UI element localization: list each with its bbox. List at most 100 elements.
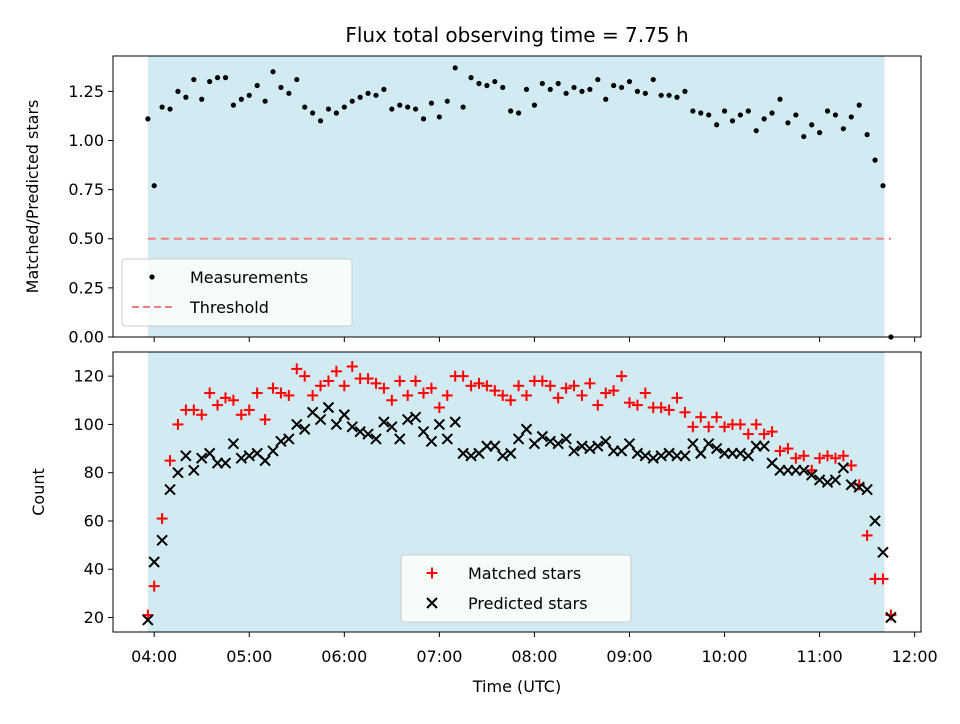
predicted-star-point (227, 438, 240, 450)
matched-star-point (576, 389, 588, 401)
x-tick-label: 04:00 (131, 647, 177, 666)
measurement-point (595, 76, 601, 83)
measurement-point (389, 106, 395, 112)
matched-star-point (758, 428, 770, 440)
measurement-point (341, 104, 347, 110)
predicted-star-point (267, 445, 279, 457)
matched-star-point (505, 394, 517, 406)
matched-star-point (774, 445, 786, 457)
matched-star-point (402, 389, 414, 401)
predicted-star-point (885, 611, 897, 624)
measurement-point (317, 118, 324, 124)
measurement-point (634, 88, 641, 94)
matched-star-point (584, 377, 596, 389)
measurement-point (698, 110, 704, 116)
measurement-point (270, 69, 276, 75)
matched-star-point (592, 399, 604, 411)
predicted-star-point (164, 483, 176, 496)
measurement-point (436, 114, 442, 120)
predicted-star-point (655, 450, 667, 462)
measurement-point (587, 86, 593, 93)
measurement-point (373, 92, 379, 98)
legend-matched-label: Matched stars (468, 564, 581, 583)
matched-star-point (552, 392, 564, 404)
predicted-star-point (647, 452, 659, 464)
matched-star-point (568, 380, 580, 392)
predicted-star-point (639, 450, 652, 462)
matched-star-point (243, 404, 255, 416)
predicted-star-point (433, 418, 446, 431)
matched-star-point (212, 399, 224, 411)
predicted-star-point (449, 416, 461, 428)
measurement-point (690, 108, 696, 114)
measurement-points (145, 65, 894, 340)
matched-star-point (481, 380, 493, 392)
predicted-star-point (710, 442, 723, 455)
legend-matched-marker (426, 567, 438, 579)
matched-star-point (679, 406, 691, 418)
matched-star-point (338, 380, 350, 392)
measurement-point (262, 98, 268, 104)
matched-star-point (560, 382, 572, 394)
measurement-point (175, 88, 181, 94)
predicted-star-point (457, 447, 469, 460)
matched-star-point (837, 450, 849, 462)
matched-star-point (750, 418, 762, 430)
legend-plus-glyph (426, 567, 438, 579)
matched-star-point (346, 360, 358, 372)
predicted-star-point (845, 479, 857, 491)
predicted-star-point (576, 440, 588, 452)
count-panel-frame (112, 351, 922, 633)
matched-star-point (315, 380, 327, 392)
measurement-point (254, 82, 260, 89)
predicted-star-point (243, 450, 255, 462)
ratio-y-ticks: 0.00 0.25 0.50 0.75 1.00 1.25 (68, 82, 113, 347)
measurement-point (777, 96, 783, 102)
measurement-point (167, 106, 173, 112)
measurement-point (848, 114, 854, 120)
matched-star-point (164, 455, 176, 467)
predicted-star-point (560, 433, 572, 445)
matched-star-point (489, 385, 501, 397)
measurement-point (238, 96, 244, 102)
measurement-point (325, 106, 332, 112)
measurement-point (563, 90, 569, 96)
measurement-point (159, 104, 165, 110)
matched-star-point (251, 387, 263, 399)
predicted-star-point (291, 418, 303, 431)
x-tick-label: 06:00 (321, 647, 367, 666)
measurement-point (508, 108, 514, 114)
measurement-point (468, 75, 474, 81)
legend-predicted-label: Predicted stars (468, 594, 588, 613)
measurement-point (626, 78, 633, 85)
measurement-point (199, 96, 205, 102)
y-tick-label: 60 (84, 511, 104, 530)
predicted-star-point (314, 413, 327, 426)
measurement-point (809, 122, 815, 128)
legend-cross-glyph (426, 597, 438, 609)
matched-star-point (267, 382, 279, 394)
measurement-point (500, 84, 506, 91)
measurement-point (420, 116, 427, 122)
count-points (142, 360, 897, 626)
legend-predicted-marker (426, 597, 438, 609)
measurement-point (515, 110, 522, 116)
predicted-star-point (805, 469, 818, 481)
matched-star-point (885, 609, 897, 621)
matched-star-point (457, 370, 469, 382)
matched-star-point (877, 573, 889, 585)
count-legend-box (400, 554, 632, 623)
matched-star-point (790, 452, 802, 464)
measurement-point (611, 82, 617, 89)
measurement-point (666, 92, 672, 98)
measurement-point (753, 128, 759, 134)
predicted-star-point (584, 442, 596, 455)
predicted-star-point (354, 425, 366, 438)
matched-star-point (394, 375, 406, 387)
predicted-star-point (869, 515, 881, 527)
predicted-star-point (259, 454, 271, 467)
measurement-point (365, 90, 371, 96)
measurement-point (230, 102, 237, 108)
matched-star-point (703, 421, 715, 433)
measurement-point (151, 183, 157, 189)
